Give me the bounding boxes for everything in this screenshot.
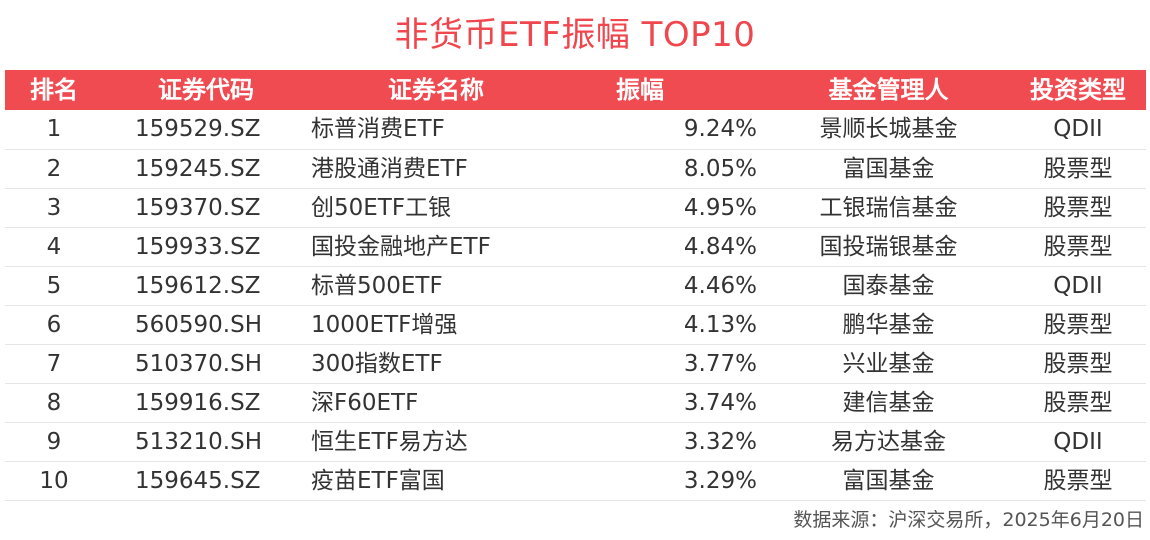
etf-amplitude-table: 排名 证券代码 证券名称 振幅 基金管理人 投资类型 1 159529.SZ 标… — [5, 70, 1146, 501]
cell-rank: 5 — [46, 272, 62, 299]
cell-rank: 9 — [46, 428, 62, 455]
cell-code: 159529.SZ — [135, 116, 261, 143]
cell-amplitude: 9.24% — [683, 116, 757, 143]
cell-manager: 易方达基金 — [831, 428, 946, 455]
cell-amplitude: 3.32% — [683, 428, 757, 455]
cell-rank: 4 — [46, 233, 62, 260]
table-row: 9 513210.SH 恒生ETF易方达 3.32% 易方达基金 QDII — [5, 422, 1146, 461]
cell-code: 513210.SH — [135, 428, 263, 455]
cell-rank: 2 — [46, 155, 62, 182]
cell-manager: 国泰基金 — [842, 272, 935, 299]
cell-type: 股票型 — [1043, 155, 1113, 182]
cell-type: QDII — [1053, 272, 1103, 299]
cell-name: 创50ETF工银 — [311, 194, 452, 221]
cell-amplitude: 4.84% — [683, 233, 757, 260]
table-body: 1 159529.SZ 标普消费ETF 9.24% 景顺长城基金 QDII 2 … — [5, 110, 1146, 500]
cell-name: 深F60ETF — [311, 389, 419, 416]
cell-rank: 6 — [46, 311, 62, 338]
cell-manager: 富国基金 — [842, 155, 935, 182]
cell-manager: 建信基金 — [842, 389, 935, 416]
cell-code: 510370.SH — [135, 350, 263, 377]
cell-code: 159612.SZ — [135, 272, 261, 299]
table-header-row: 排名 证券代码 证券名称 振幅 基金管理人 投资类型 — [5, 70, 1146, 110]
cell-manager: 景顺长城基金 — [819, 116, 958, 143]
cell-amplitude: 3.77% — [683, 350, 757, 377]
cell-manager: 国投瑞银基金 — [819, 233, 958, 260]
cell-manager: 兴业基金 — [842, 350, 935, 377]
table-header: 排名 证券代码 证券名称 振幅 基金管理人 投资类型 — [5, 70, 1146, 110]
cell-code: 159916.SZ — [135, 389, 261, 416]
cell-type: 股票型 — [1043, 350, 1113, 377]
table-row: 7 510370.SH 300指数ETF 3.77% 兴业基金 股票型 — [5, 344, 1146, 383]
table-row: 8 159916.SZ 深F60ETF 3.74% 建信基金 股票型 — [5, 383, 1146, 422]
cell-type: 股票型 — [1043, 389, 1113, 416]
cell-code: 560590.SH — [135, 311, 263, 338]
column-header-rank: 排名 — [30, 76, 78, 104]
cell-amplitude: 4.95% — [683, 194, 757, 221]
cell-name: 恒生ETF易方达 — [311, 428, 468, 455]
cell-type: QDII — [1053, 116, 1103, 143]
cell-name: 300指数ETF — [311, 350, 443, 377]
cell-rank: 10 — [39, 467, 69, 494]
cell-manager: 富国基金 — [842, 467, 935, 494]
cell-type: QDII — [1053, 428, 1103, 455]
cell-code: 159370.SZ — [135, 194, 261, 221]
column-header-amplitude: 振幅 — [616, 76, 664, 104]
table-row: 1 159529.SZ 标普消费ETF 9.24% 景顺长城基金 QDII — [5, 110, 1146, 149]
data-source-note: 数据来源：沪深交易所，2025年6月20日 — [793, 509, 1144, 531]
cell-code: 159933.SZ — [135, 233, 261, 260]
column-header-manager: 基金管理人 — [828, 76, 949, 104]
cell-type: 股票型 — [1043, 233, 1113, 260]
cell-name: 标普消费ETF — [311, 116, 445, 143]
cell-name: 1000ETF增强 — [311, 311, 458, 338]
table-row: 4 159933.SZ 国投金融地产ETF 4.84% 国投瑞银基金 股票型 — [5, 227, 1146, 266]
cell-manager: 鹏华基金 — [842, 311, 935, 338]
cell-amplitude: 3.74% — [683, 389, 757, 416]
cell-rank: 7 — [46, 350, 62, 377]
cell-manager: 工银瑞信基金 — [819, 194, 958, 221]
column-header-code: 证券代码 — [158, 76, 254, 104]
cell-name: 港股通消费ETF — [311, 155, 468, 182]
cell-rank: 3 — [46, 194, 62, 221]
cell-amplitude: 4.46% — [683, 272, 757, 299]
cell-name: 疫苗ETF富国 — [311, 467, 445, 494]
table-row: 5 159612.SZ 标普500ETF 4.46% 国泰基金 QDII — [5, 266, 1146, 305]
cell-code: 159245.SZ — [135, 155, 261, 182]
page-title: 非货币ETF振幅 TOP10 — [394, 15, 756, 55]
table-row: 3 159370.SZ 创50ETF工银 4.95% 工银瑞信基金 股票型 — [5, 188, 1146, 227]
cell-code: 159645.SZ — [135, 467, 261, 494]
cell-name: 国投金融地产ETF — [311, 233, 491, 260]
table-row: 2 159245.SZ 港股通消费ETF 8.05% 富国基金 股票型 — [5, 149, 1146, 188]
cell-type: 股票型 — [1043, 194, 1113, 221]
cell-type: 股票型 — [1043, 467, 1113, 494]
table-row: 6 560590.SH 1000ETF增强 4.13% 鹏华基金 股票型 — [5, 305, 1146, 344]
cell-type: 股票型 — [1043, 311, 1113, 338]
cell-rank: 8 — [46, 389, 62, 416]
cell-rank: 1 — [46, 116, 62, 143]
column-header-name: 证券名称 — [388, 76, 484, 104]
column-header-type: 投资类型 — [1030, 76, 1126, 104]
cell-amplitude: 4.13% — [683, 311, 757, 338]
cell-amplitude: 8.05% — [683, 155, 757, 182]
cell-amplitude: 3.29% — [683, 467, 757, 494]
table-row: 10 159645.SZ 疫苗ETF富国 3.29% 富国基金 股票型 — [5, 461, 1146, 500]
cell-name: 标普500ETF — [311, 272, 443, 299]
